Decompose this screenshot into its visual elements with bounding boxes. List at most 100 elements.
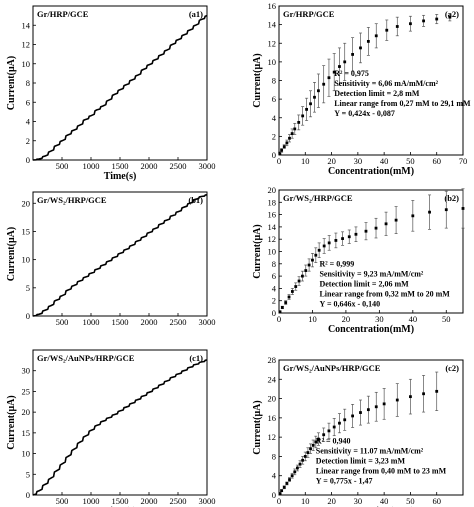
x-tick-label: 1500 <box>112 317 129 327</box>
annotation-text: R² = 0,975 <box>334 69 369 78</box>
y-tick-label: 0 <box>26 490 30 500</box>
panel-title: Gr/HRP/GCE <box>37 9 89 19</box>
chart-b1: 500 1000 1500 2000 2500 3000 0 5 10 15 20 Current(μ… <box>6 191 216 327</box>
panel-title: Gr/WS₂/AuNPs/HRP/GCE <box>37 353 135 363</box>
y-tick-label: 8 <box>272 451 276 461</box>
panel-tag: (b2) <box>444 193 459 203</box>
data-point <box>294 285 298 288</box>
x-tick-label: 500 <box>56 496 69 506</box>
y-axis-label: Current(μA) <box>252 224 263 278</box>
y-tick-label: 20 <box>268 185 277 195</box>
data-point <box>317 437 320 441</box>
data-point <box>311 258 314 262</box>
x-tick-label: 3000 <box>199 317 216 327</box>
data-point <box>311 443 315 447</box>
annotation-text: Y = 0,646x - 0,140 <box>319 299 380 308</box>
x-axis-label: Concentration(mM) <box>328 166 414 177</box>
data-point <box>374 34 378 38</box>
y-tick-label: 14 <box>22 20 31 30</box>
annotation-text: R² = 0,999 <box>319 259 354 268</box>
x-tick-label: 0 <box>277 156 281 166</box>
data-point <box>309 447 312 451</box>
y-tick-label: 8 <box>272 259 276 269</box>
x-tick-label: 0 <box>277 314 281 324</box>
y-tick-label: 10 <box>22 255 31 265</box>
y-tick-label: 10 <box>22 59 31 69</box>
data-point <box>280 306 284 309</box>
data-point <box>301 274 304 278</box>
data-point <box>332 70 336 74</box>
annotation-text: Y = 0,775x - 1,47 <box>316 477 373 486</box>
data-point <box>303 455 307 458</box>
data-point <box>317 248 321 252</box>
y-tick-label: 20 <box>268 394 277 404</box>
data-point <box>409 22 412 26</box>
data-point <box>461 207 465 210</box>
data-point <box>341 237 344 240</box>
data-point <box>422 392 425 396</box>
data-point <box>306 451 310 454</box>
data-point <box>284 301 288 304</box>
y-tick-label: 16 <box>268 210 277 220</box>
chart-c2: 01020304050600481216202428Concentration(… <box>252 355 464 507</box>
data-point <box>411 214 415 218</box>
data-point <box>280 489 284 493</box>
data-point <box>409 395 412 399</box>
data-point <box>384 222 388 226</box>
data-point <box>351 414 354 418</box>
data-point <box>327 429 331 433</box>
data-point <box>282 145 286 149</box>
series-line <box>32 14 208 161</box>
y-tick-label: 12 <box>268 234 277 244</box>
y-tick-label: 4 <box>272 113 277 123</box>
data-point <box>382 402 386 406</box>
y-tick-label: 0 <box>26 311 30 321</box>
x-tick-label: 50 <box>406 156 415 166</box>
x-tick-label: 50 <box>442 314 451 324</box>
x-tick-label: 40 <box>380 496 389 506</box>
data-point <box>359 46 362 50</box>
y-tick-label: 2 <box>272 296 276 306</box>
y-tick-label: 10 <box>268 57 277 67</box>
y-tick-label: 28 <box>268 355 277 365</box>
panel-title: Gr/HRP/GCE <box>283 9 335 19</box>
x-tick-label: 50 <box>406 496 415 506</box>
x-tick-label: 30 <box>354 156 363 166</box>
data-point <box>354 232 358 236</box>
y-tick-label: 10 <box>22 449 31 459</box>
data-point <box>395 25 399 28</box>
data-point <box>338 421 341 425</box>
data-point <box>293 470 297 474</box>
x-tick-label: 2500 <box>170 496 187 506</box>
annotation-text: Linear range from 0,27 mM to 29,1 mM <box>334 99 471 108</box>
panel-tag: (c2) <box>445 363 459 373</box>
y-tick-label: 0 <box>272 490 276 500</box>
panel-title: Gr/WS₂/AuNPs/HRP/GCE <box>283 363 381 373</box>
x-tick-label: 20 <box>342 314 351 324</box>
data-point <box>278 492 282 495</box>
x-tick-label: 1000 <box>83 161 100 171</box>
x-tick-label: 60 <box>432 496 441 506</box>
y-tick-label: 0 <box>26 155 30 165</box>
data-point <box>343 60 347 64</box>
data-point <box>385 28 389 32</box>
chart-a1: 500 1000 1500 2000 2500 3000 0 2 4 6 8 10 12 14 Time(s… <box>6 5 216 182</box>
data-point <box>448 15 452 19</box>
annotation-text: Sensitivity = 11.07 mA/mM/cm² <box>316 447 424 456</box>
data-point <box>322 244 326 248</box>
y-tick-label: 16 <box>268 413 277 423</box>
x-tick-label: 2500 <box>170 161 187 171</box>
data-point <box>351 53 354 56</box>
y-tick-label: 25 <box>22 386 31 396</box>
annotation-text: Detection limit = 2,06 mM <box>319 279 409 288</box>
x-tick-label: 30 <box>354 496 363 506</box>
x-tick-label: 500 <box>56 161 69 171</box>
y-tick-label: 8 <box>26 78 30 88</box>
data-point <box>435 389 439 393</box>
plot-frame <box>278 359 464 496</box>
y-axis-label: Current(μA) <box>6 395 17 449</box>
annotation-text: Detection limit = 2,8 mM <box>334 89 420 98</box>
chart-a2: 0 10 20 30 40 50 60 70 0 2 4 6 8 10 12 14 16 Concentratio… <box>252 1 471 177</box>
x-tick-label: 2000 <box>141 317 158 327</box>
y-tick-label: 4 <box>272 283 277 293</box>
